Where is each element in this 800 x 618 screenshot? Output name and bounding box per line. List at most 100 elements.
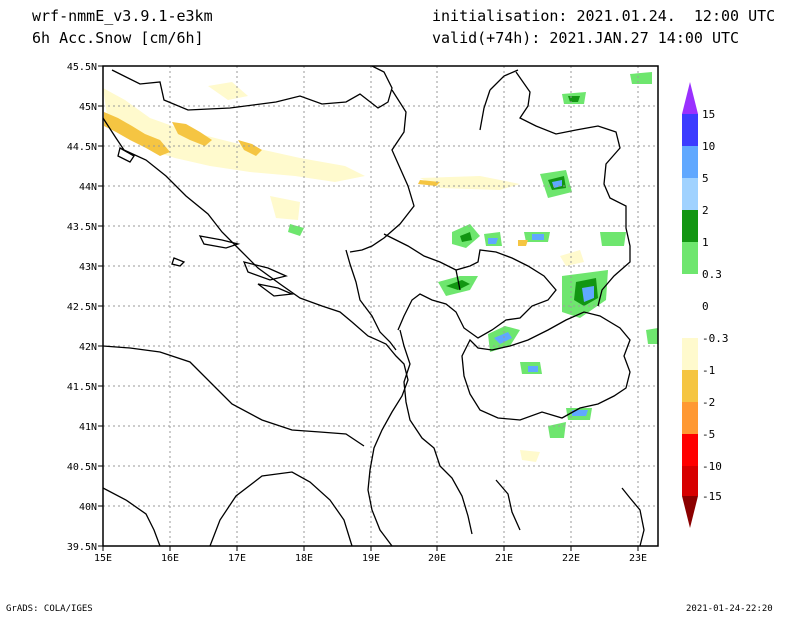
lon-label: 17E (228, 553, 246, 564)
lat-label: 41.5N (67, 382, 97, 393)
lat-label: 42.5N (67, 302, 97, 313)
lon-label: 23E (629, 553, 647, 564)
longitude-labels: 15E 16E 17E 18E 19E 20E 21E 22E 23E (94, 553, 647, 564)
border (461, 311, 631, 421)
lat-label: 43.5N (67, 222, 97, 233)
lon-label: 18E (295, 553, 313, 564)
colorbar-swatch (682, 306, 698, 338)
lat-label: 44.5N (67, 142, 97, 153)
italy-south (209, 471, 353, 546)
adriatic-east-coast (103, 117, 409, 546)
colorbar-swatch (682, 178, 698, 210)
lon-label: 15E (94, 553, 112, 564)
lat-label: 44N (79, 182, 97, 193)
island (257, 283, 295, 297)
snow-region (208, 82, 248, 100)
colorbar-swatch (682, 402, 698, 434)
border (345, 249, 397, 351)
colorbar-swatch (682, 146, 698, 178)
lon-label: 19E (362, 553, 380, 564)
colorbar-label: -15 (702, 490, 722, 503)
latitude-labels: 45.5N 45N 44.5N 44N 43.5N 43N 42.5N 42N … (67, 62, 97, 553)
island (171, 257, 186, 267)
island (117, 147, 135, 163)
footer-timestamp: 2021-01-24-22:20 (686, 604, 773, 614)
snow-region (548, 422, 566, 438)
colorbar-swatch (682, 114, 698, 146)
border (489, 69, 519, 91)
lat-label: 40.5N (67, 462, 97, 473)
lat-label: 40N (79, 502, 97, 513)
border (399, 329, 473, 535)
colorbar-swatch (682, 466, 698, 496)
lon-label: 22E (562, 553, 580, 564)
colorbar-label: 0.3 (702, 268, 722, 281)
snow-region (460, 232, 472, 242)
snow-region (528, 366, 538, 372)
snow-region (104, 112, 170, 156)
snow-region (600, 232, 626, 246)
border (349, 89, 415, 253)
lat-label: 41N (79, 422, 97, 433)
border (111, 66, 393, 111)
axis-ticks (98, 65, 639, 551)
colorbar-label: -10 (702, 460, 722, 473)
colorbar-label: 5 (702, 172, 709, 185)
lat-label: 45.5N (67, 62, 97, 73)
init-time: initialisation: 2021.01.24. 12:00 UTC (432, 7, 776, 25)
snow-region (446, 280, 470, 290)
lat-label: 45N (79, 102, 97, 113)
colorbar-swatch (682, 242, 698, 274)
lat-label: 39.5N (67, 542, 97, 553)
field-title: 6h Acc.Snow [cm/6h] (32, 29, 204, 47)
lon-label: 20E (428, 553, 446, 564)
snow-region (172, 122, 212, 146)
colorbar-swatch (682, 370, 698, 402)
coastlines-borders (103, 66, 645, 546)
colorbar-label: -2 (702, 396, 715, 409)
island (198, 235, 241, 249)
snow-region (518, 240, 528, 246)
graticule (103, 66, 658, 546)
snow-region (288, 224, 304, 236)
border (515, 71, 631, 307)
border (479, 89, 491, 131)
colorbar: 15 10 5 2 1 0.3 0 -0.3 -1 -2 -5 -10 -15 (682, 82, 729, 528)
border (495, 479, 521, 531)
italy-heel-coast (103, 487, 161, 546)
colorbar-label: 10 (702, 140, 715, 153)
lat-label: 43N (79, 262, 97, 273)
model-title: wrf-nmmE_v3.9.1-e3km (32, 7, 213, 25)
snow-region (646, 328, 658, 344)
snow-region (630, 72, 652, 84)
snow-region (532, 234, 544, 240)
snow-region (494, 332, 512, 344)
colorbar-label: -1 (702, 364, 715, 377)
colorbar-top-arrow (682, 82, 698, 114)
snow-region (560, 250, 584, 266)
snow-region (520, 450, 540, 462)
footer-credit: GrADS: COLA/IGES (6, 604, 93, 614)
lon-label: 16E (161, 553, 179, 564)
colorbar-swatch (682, 274, 698, 306)
colorbar-label: 2 (702, 204, 709, 217)
border (383, 233, 557, 339)
snow-region (238, 140, 262, 156)
lon-label: 21E (495, 553, 513, 564)
snow-region (582, 286, 594, 302)
valid-time: valid(+74h): 2021.JAN.27 14:00 UTC (432, 29, 740, 47)
island (242, 261, 288, 281)
colorbar-label: -5 (702, 428, 715, 441)
border (455, 269, 461, 291)
colorbar-labels: 15 10 5 2 1 0.3 0 -0.3 -1 -2 -5 -10 -15 (702, 108, 729, 503)
colorbar-swatch (682, 210, 698, 242)
colorbar-swatch (682, 338, 698, 370)
snow-region (103, 88, 365, 182)
snow-region (488, 238, 498, 244)
colorbar-label: 15 (702, 108, 715, 121)
border (621, 487, 645, 546)
colorbar-label: -0.3 (702, 332, 729, 345)
lat-label: 42N (79, 342, 97, 353)
snow-region (270, 196, 300, 220)
